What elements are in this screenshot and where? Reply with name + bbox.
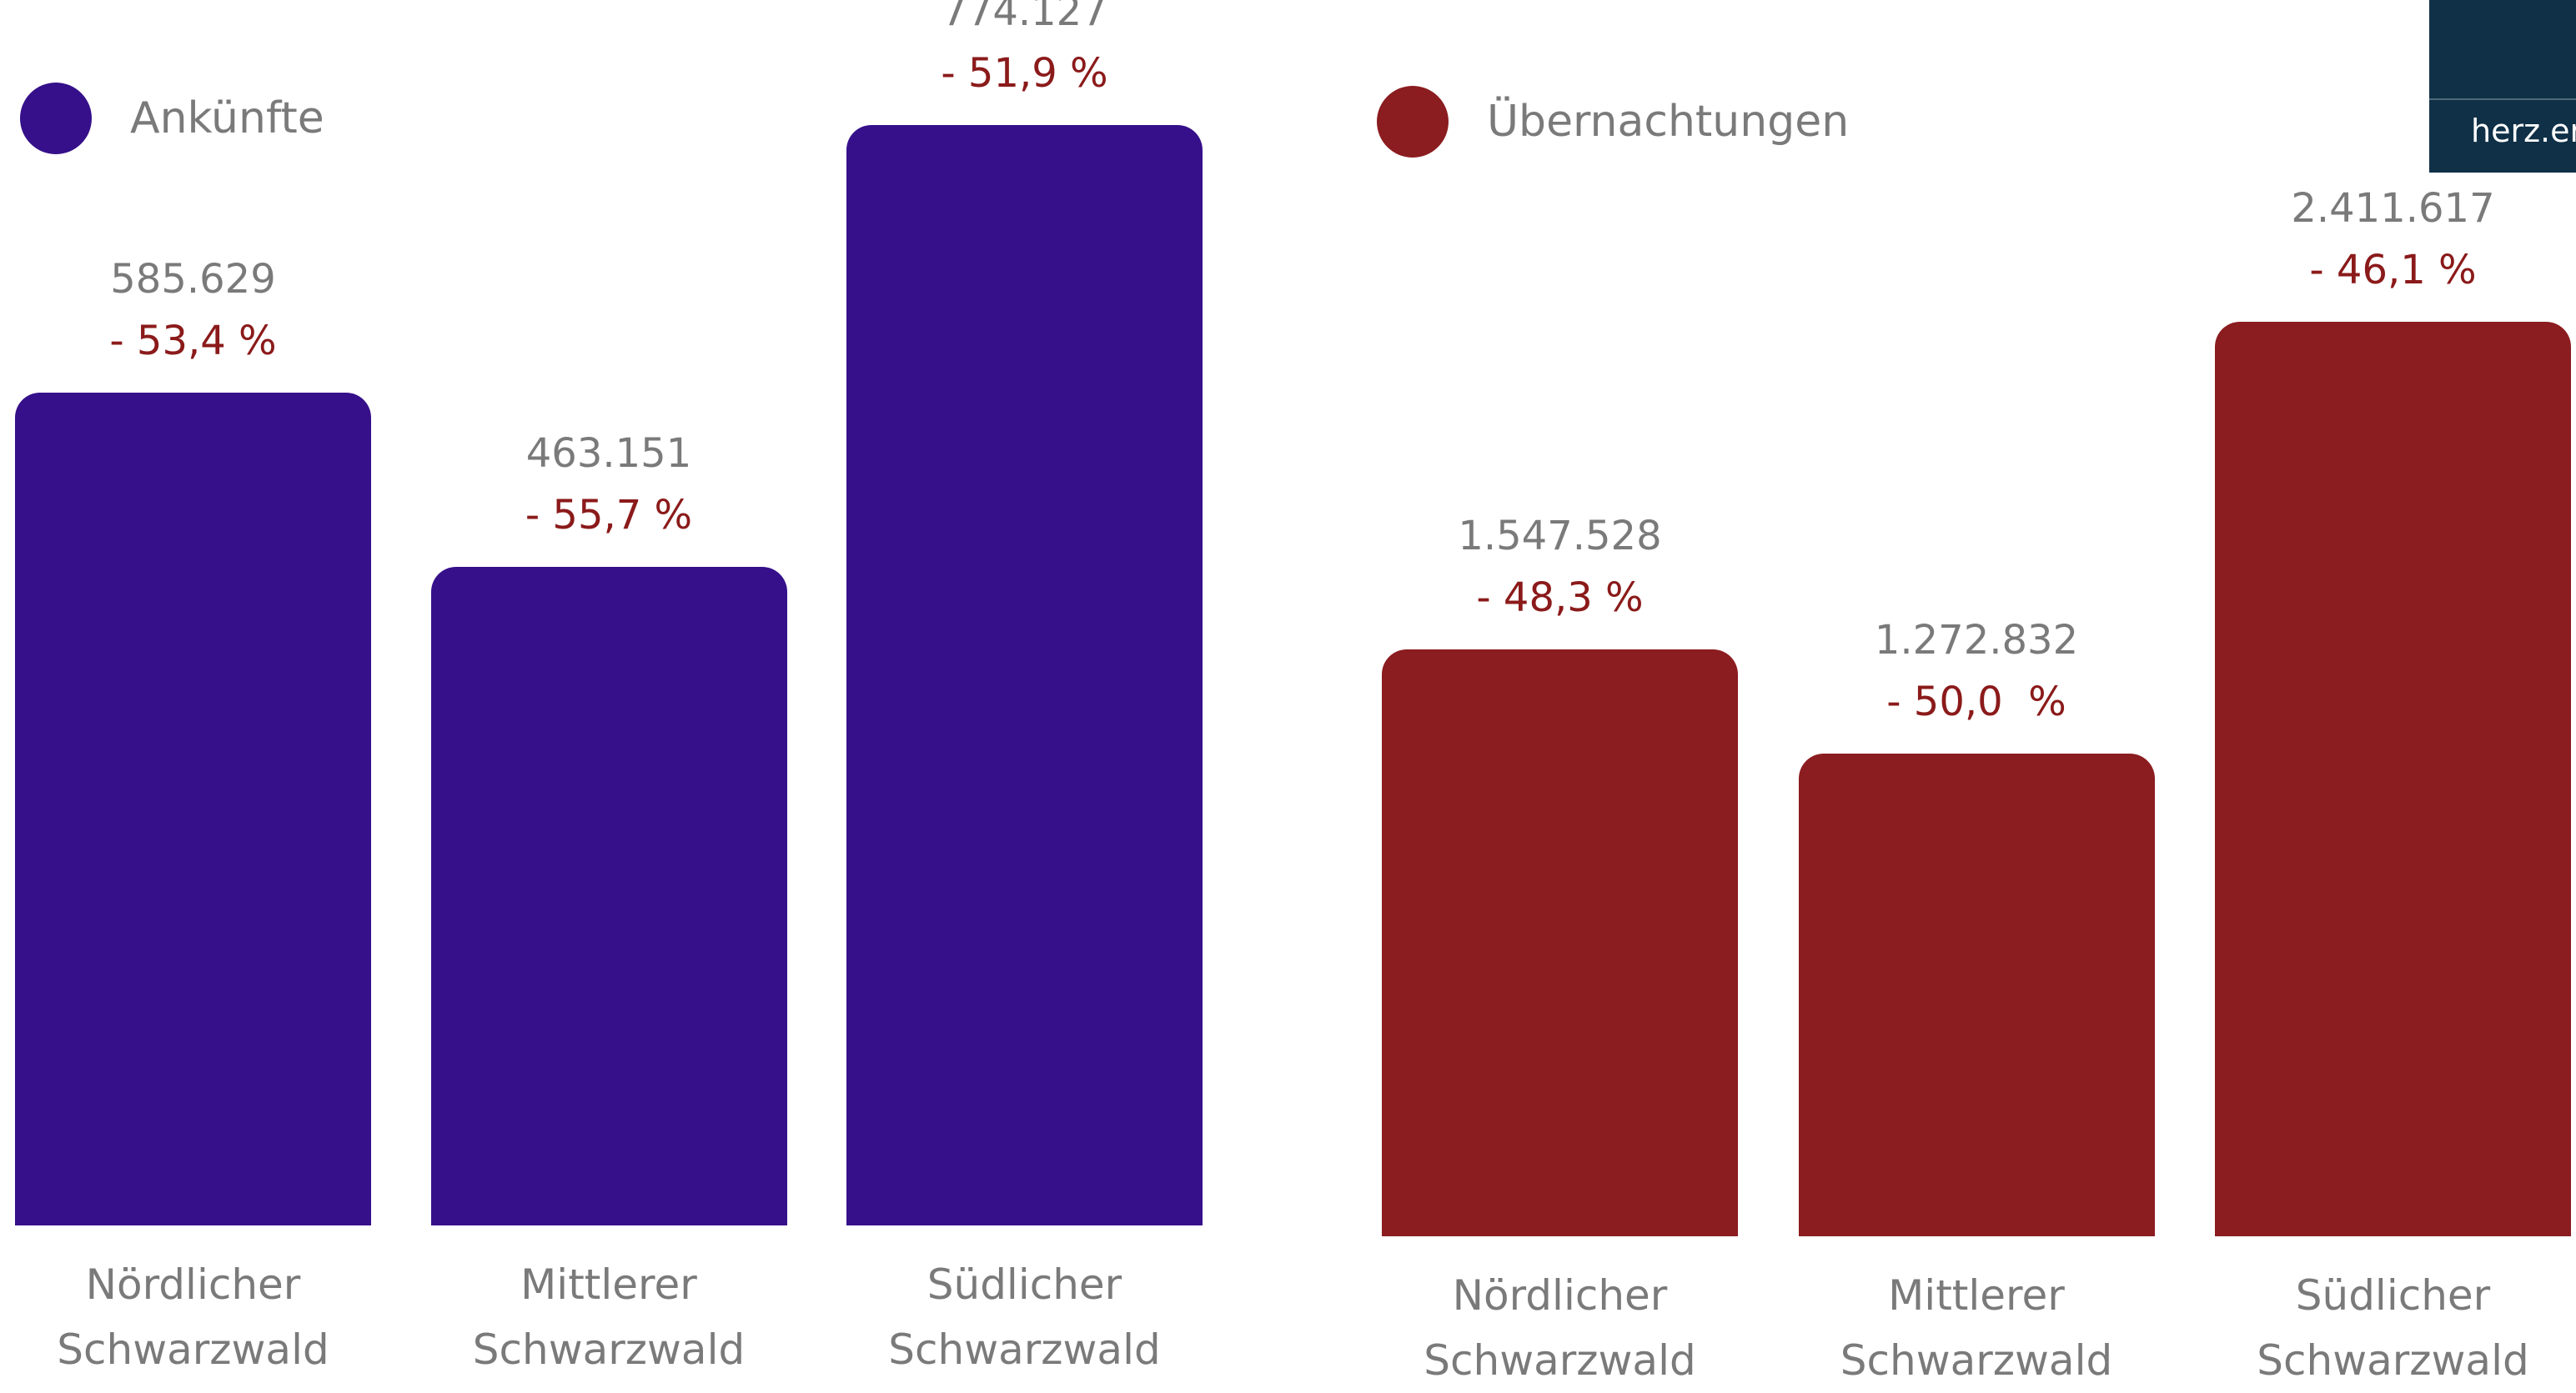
- change-label: - 46,1 %: [2309, 247, 2477, 293]
- category-label: Mittlerer Schwarzwald: [472, 1260, 746, 1374]
- category-label: Südlicher Schwarzwald: [888, 1260, 1161, 1374]
- logo-text: herz.er: [2471, 113, 2576, 149]
- change-label: - 55,7 %: [525, 492, 693, 539]
- value-label: 585.629: [110, 256, 276, 303]
- value-label: 774.127: [942, 0, 1107, 35]
- legend-marker: [20, 83, 92, 154]
- value-label: 2.411.617: [2291, 185, 2495, 232]
- change-label: - 53,4 %: [109, 318, 277, 365]
- bar: [1798, 754, 2155, 1236]
- value-label: 463.151: [525, 430, 692, 478]
- logo-rule: [2429, 98, 2576, 100]
- bar: [1382, 649, 1738, 1236]
- bar: [2215, 322, 2571, 1236]
- value-label: 1.547.528: [1458, 513, 1662, 560]
- change-label: - 51,9 %: [941, 50, 1108, 97]
- change-label: - 50,0 %: [1886, 679, 2066, 725]
- category-label: Nördlicher Schwarzwald: [57, 1260, 329, 1374]
- category-label: Mittlerer Schwarzwald: [1840, 1271, 2113, 1385]
- category-label: Nördlicher Schwarzwald: [1424, 1271, 1696, 1385]
- bar: [15, 393, 371, 1225]
- bar: [846, 125, 1203, 1225]
- legend-marker: [1377, 86, 1449, 158]
- category-label: Südlicher Schwarzwald: [2257, 1271, 2529, 1385]
- change-label: - 48,3 %: [1476, 574, 1644, 622]
- logo: herz.er: [2429, 0, 2576, 173]
- value-label: 1.272.832: [1874, 617, 2079, 664]
- bar: [430, 567, 787, 1225]
- legend-label: Übernachtungen: [1487, 97, 1850, 147]
- legend-label: Ankünfte: [130, 93, 324, 143]
